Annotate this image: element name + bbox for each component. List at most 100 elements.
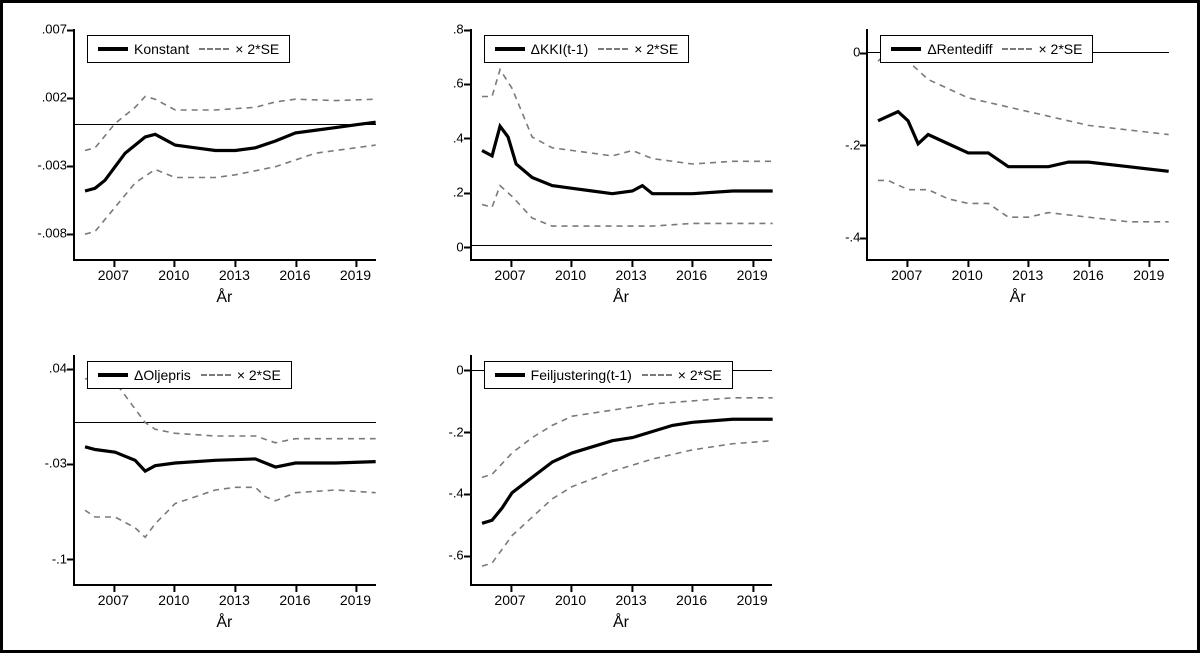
legend-main-label: ΔKKI(t-1) (531, 41, 589, 57)
series-svg (75, 355, 376, 585)
x-axis: 20072010201320162019År (470, 261, 773, 307)
y-tick: -.2 (845, 137, 860, 152)
y-tick: .007 (42, 22, 67, 37)
y-tick: -.4 (448, 486, 463, 501)
legend-ci-label: × 2*SE (1038, 41, 1082, 57)
y-tick: .04 (49, 361, 67, 376)
x-tick: 2019 (340, 267, 371, 283)
panel-p4: -.6-.4-.20Feiljustering(t-1)× 2*SE200720… (422, 347, 779, 633)
x-axis: 20072010201320162019År (866, 261, 1169, 307)
legend-main-label: Feiljustering(t-1) (531, 367, 632, 383)
y-tick: -.1 (52, 551, 67, 566)
legend-main: Feiljustering(t-1) (495, 367, 632, 383)
ci-upper (482, 70, 773, 164)
x-axis-label: År (1010, 289, 1026, 307)
plot-area: Konstant × 2*SE (73, 29, 376, 261)
x-tick: 2013 (616, 592, 647, 608)
x-axis: 20072010201320162019År (73, 261, 376, 307)
y-tick: .2 (453, 185, 464, 200)
x-tick: 2019 (737, 592, 768, 608)
x-tick: 2016 (279, 592, 310, 608)
series-svg (472, 29, 773, 259)
y-tick: .8 (453, 22, 464, 37)
y-tick: -.003 (37, 158, 67, 173)
x-tick: 2007 (494, 267, 525, 283)
figure-grid: -.008 -.003 .002 .007 Konstant × 2*SE 2007 2010… (0, 0, 1200, 653)
y-tick: -.6 (448, 548, 463, 563)
legend-main-label: Konstant (134, 41, 189, 57)
y-tick: .4 (453, 130, 464, 145)
ci-lower (85, 145, 376, 234)
ci-lower (482, 440, 773, 565)
legend-main-label: ΔRentediff (927, 41, 992, 57)
x-tick: 2010 (555, 592, 586, 608)
x-tick: 2010 (158, 592, 189, 608)
y-tick: .6 (453, 76, 464, 91)
x-axis-label: År (613, 289, 629, 307)
x-tick: 2010 (158, 267, 189, 283)
x-axis: 2007 2010 2013 2016 2019 År (73, 586, 376, 632)
x-tick: 2010 (952, 267, 983, 283)
legend-ci-label: × 2*SE (237, 367, 281, 383)
legend-main: Konstant (98, 41, 189, 57)
legend-swatch-dash (1002, 48, 1032, 50)
x-axis-label: År (216, 289, 232, 307)
x-tick: 2019 (1133, 267, 1164, 283)
legend-ci-label: × 2*SE (634, 41, 678, 57)
legend: ΔRentediff × 2*SE (880, 35, 1093, 63)
x-axis-label: År (216, 614, 232, 632)
legend-ci-label: × 2*SE (235, 41, 279, 57)
legend-ci: × 2*SE (1002, 41, 1082, 57)
legend-swatch-solid (891, 47, 921, 51)
y-tick: .002 (42, 90, 67, 105)
y-axis: -.008-.003.002.007 (25, 29, 73, 261)
x-tick: 2007 (891, 267, 922, 283)
x-tick: 2013 (219, 592, 250, 608)
y-tick: 0 (456, 239, 463, 254)
y-tick: -.2 (448, 424, 463, 439)
legend-main: ΔRentediff (891, 41, 992, 57)
x-tick: 2016 (676, 267, 707, 283)
legend-swatch-solid (98, 373, 128, 377)
legend-swatch-dash (642, 374, 672, 376)
legend: ΔKKI(t-1) × 2*SE (484, 35, 690, 63)
legend-ci: × 2*SE (642, 367, 722, 383)
y-tick: -.03 (45, 456, 67, 471)
main-line (85, 446, 376, 470)
legend-ci: × 2*SE (598, 41, 678, 57)
x-tick: 2019 (340, 592, 371, 608)
plot-area: ΔOljepris × 2*SE (73, 355, 376, 587)
panel-p2: -.4-.20ΔRentediff× 2*SE20072010201320162… (818, 21, 1175, 307)
panel-p3: -.1 -.03 .04 ΔOljepris × 2*SE 2007 2010 2013 201… (25, 347, 382, 633)
legend-swatch-dash (598, 48, 628, 50)
main-line (85, 122, 376, 191)
plot-area: Feiljustering(t-1) × 2*SE (470, 355, 773, 587)
x-tick: 2010 (555, 267, 586, 283)
x-tick: 2016 (1073, 267, 1104, 283)
legend-ci: × 2*SE (201, 367, 281, 383)
legend-swatch-dash (199, 48, 229, 50)
legend-swatch-solid (495, 47, 525, 51)
series-svg (868, 29, 1169, 259)
panel-p1: 0.2.4.6.8ΔKKI(t-1)× 2*SE2007201020132016… (422, 21, 779, 307)
x-tick: 2007 (98, 592, 129, 608)
x-tick: 2016 (279, 267, 310, 283)
ci-lower (85, 487, 376, 537)
plot-area: ΔRentediff × 2*SE (866, 29, 1169, 261)
x-axis: 20072010201320162019År (470, 586, 773, 632)
y-tick: 0 (456, 362, 463, 377)
legend: ΔOljepris × 2*SE (87, 361, 292, 389)
plot-area: ΔKKI(t-1) × 2*SE (470, 29, 773, 261)
legend-swatch-solid (495, 373, 525, 377)
ci-upper (85, 96, 376, 150)
series-svg (75, 29, 376, 259)
y-tick: -.4 (845, 230, 860, 245)
x-tick: 2007 (98, 267, 129, 283)
legend: Konstant × 2*SE (87, 35, 290, 63)
legend-main: ΔKKI(t-1) (495, 41, 589, 57)
main-line (482, 419, 773, 523)
y-axis: -.6 -.4 -.2 0 (422, 355, 470, 587)
y-tick: 0 (853, 45, 860, 60)
y-tick: -.008 (37, 226, 67, 241)
legend-main: ΔOljepris (98, 367, 191, 383)
